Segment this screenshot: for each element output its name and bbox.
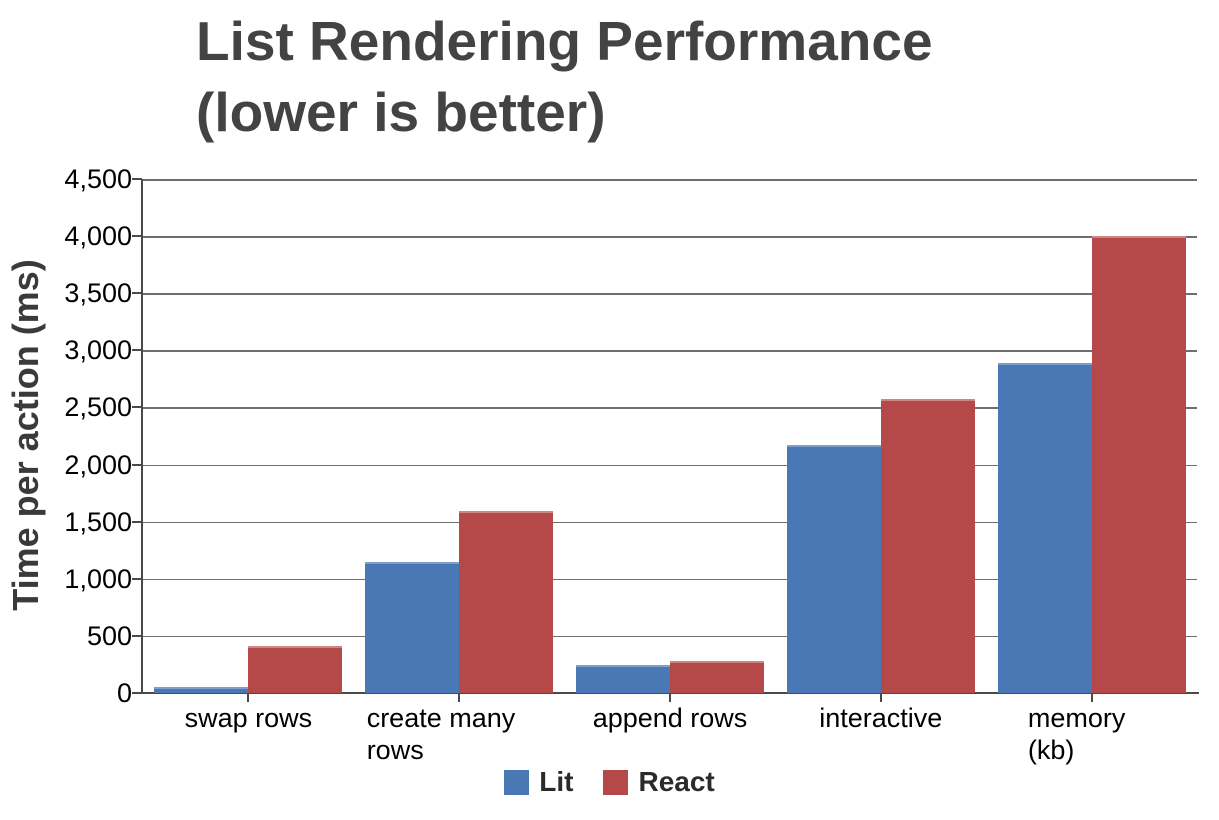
bar-react-2 (670, 661, 764, 693)
gridline (143, 179, 1197, 181)
bar-react-1 (459, 511, 554, 693)
gridline (143, 578, 1197, 581)
y-tick-mark (132, 349, 142, 352)
y-tick-mark (132, 406, 142, 409)
gridline (143, 293, 1197, 295)
bar-react-4 (1091, 236, 1186, 693)
legend-label-react: React (638, 766, 715, 797)
y-axis-title: Time per action (ms) (5, 259, 46, 611)
y-tick-label: 0 (116, 678, 132, 708)
y-tick-mark (132, 292, 142, 295)
gridline (143, 521, 1197, 524)
y-tick-mark (132, 692, 142, 694)
gridline (143, 407, 1197, 409)
y-tick-mark (132, 178, 142, 180)
bar-lit-4 (997, 362, 1092, 693)
gridline (143, 350, 1197, 352)
y-tick-mark (132, 634, 142, 637)
legend-swatch-lit (504, 769, 530, 795)
y-tick-mark (132, 463, 142, 466)
y-tick-mark (132, 520, 142, 523)
bar-lit-2 (576, 665, 670, 693)
bar-react-0 (248, 645, 343, 693)
chart-title-line1: List Rendering Performance (196, 10, 933, 72)
y-tick-label: 1,500 (64, 506, 132, 537)
x-tick-mark (458, 694, 461, 702)
bar-lit-1 (365, 561, 460, 693)
legend-item-lit: Lit (504, 768, 573, 796)
y-tick-label: 1,000 (64, 563, 132, 594)
y-tick-label: 500 (86, 620, 132, 651)
y-tick-mark (132, 577, 142, 580)
chart-title-line2: (lower is better) (196, 81, 606, 143)
bar-lit-3 (786, 445, 881, 693)
x-category-label: swap rows (184, 703, 313, 733)
gridline (143, 464, 1197, 467)
y-axis-line (141, 179, 143, 694)
legend-swatch-react (603, 769, 629, 795)
y-tick-label: 3,500 (64, 278, 132, 309)
legend-item-react: React (603, 766, 715, 797)
x-category-label: append rows (592, 703, 748, 733)
x-tick-mark (247, 694, 250, 702)
gridline (143, 635, 1197, 638)
bar-react-3 (880, 399, 975, 693)
y-tick-label: 2,500 (64, 392, 132, 423)
x-tick-mark (1090, 694, 1093, 702)
x-category-label: create many rows (366, 703, 516, 765)
y-tick-label: 4,000 (64, 221, 132, 252)
y-tick-label: 4,500 (64, 164, 132, 194)
y-tick-label: 3,000 (64, 335, 132, 366)
bar-lit-0 (154, 687, 249, 693)
x-tick-mark (879, 694, 882, 702)
x-category-label: interactive (819, 703, 943, 733)
legend-label-lit: Lit (539, 766, 574, 797)
y-tick-mark (132, 235, 142, 238)
gridline (143, 236, 1197, 238)
x-tick-mark (669, 694, 671, 702)
x-axis-line (141, 692, 1199, 694)
chart-title: List Rendering Performance (lower is bet… (196, 6, 933, 148)
legend: Lit React (0, 768, 1219, 796)
y-tick-label: 2,000 (64, 449, 132, 480)
plot-area (143, 179, 1197, 693)
x-category-label: memory (kb) (1027, 703, 1126, 765)
